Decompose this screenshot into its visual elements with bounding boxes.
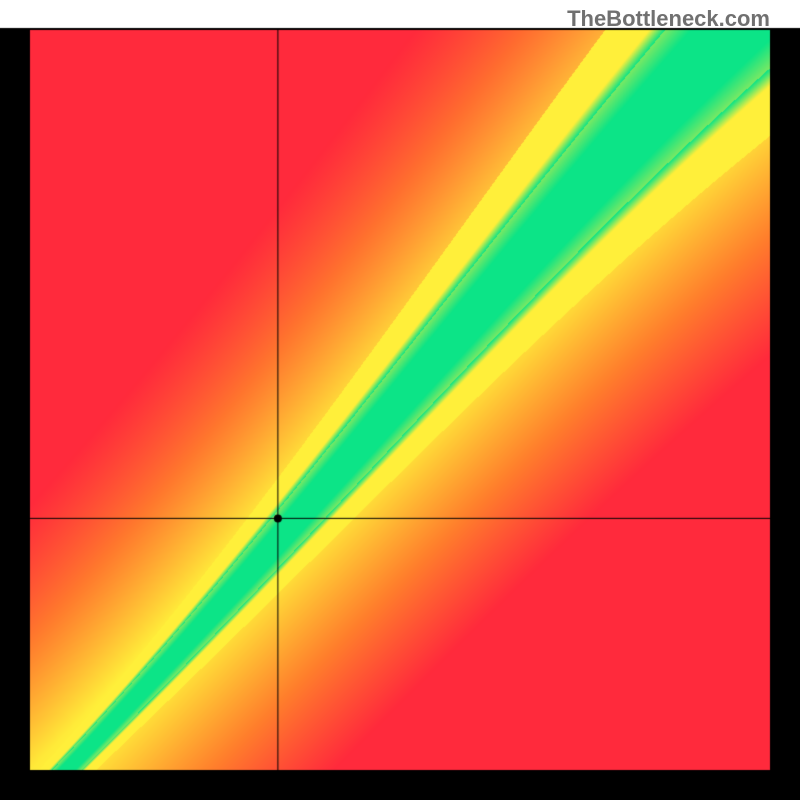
bottleneck-heatmap (0, 0, 800, 800)
watermark-text: TheBottleneck.com (567, 6, 770, 32)
chart-container: TheBottleneck.com (0, 0, 800, 800)
